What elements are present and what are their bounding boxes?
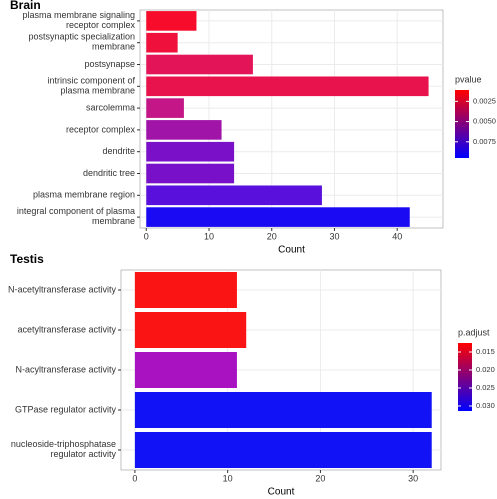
x-axis-title: Count	[278, 245, 305, 256]
y-tick-label: N-acetyltransferase activity	[8, 284, 117, 294]
x-tick-label: 10	[204, 231, 214, 241]
colorbar-tick-label: 0.020	[476, 365, 495, 374]
bar	[146, 185, 322, 206]
x-axis-title: Count	[268, 487, 295, 498]
bar	[134, 392, 432, 428]
bar	[146, 207, 410, 227]
colorbar-tick-label: 0.025	[476, 383, 495, 392]
y-tick-label: plasma membrane signaling receptor comple…	[22, 10, 135, 30]
x-tick-label: 0	[144, 231, 149, 241]
colorbar-tick-label: 0.015	[476, 347, 495, 356]
bar	[134, 272, 237, 308]
colorbar-tick-label: 0.0050	[473, 117, 496, 126]
y-tick-label: plasma membrane region	[33, 190, 135, 200]
y-tick-label: dendrite	[102, 146, 135, 156]
x-tick-label: 20	[267, 231, 277, 241]
bar	[134, 432, 432, 468]
colorbar-tick-label: 0.0025	[473, 96, 496, 105]
bar	[134, 312, 247, 348]
legend-title: pvalue	[455, 74, 482, 84]
bar	[146, 120, 222, 140]
bar	[146, 98, 184, 118]
x-tick-label: 40	[392, 231, 402, 241]
chart-title: Brain	[10, 0, 41, 12]
y-tick-label: receptor complex	[66, 124, 136, 134]
legend-title: p.adjust	[458, 327, 490, 337]
y-tick-label: intrinsic component of plasma membrane	[47, 76, 135, 96]
bar	[146, 32, 178, 53]
x-tick-label: 20	[315, 473, 325, 483]
colorbar-tick-label: 0.030	[476, 401, 495, 410]
bar	[134, 352, 237, 388]
bar	[146, 11, 197, 31]
y-tick-label: sarcolemma	[86, 102, 135, 112]
bar	[146, 54, 253, 75]
bar	[146, 141, 235, 162]
bar	[146, 163, 235, 184]
x-tick-label: 0	[132, 473, 137, 483]
y-tick-label: integral component of plasma membrane	[17, 206, 135, 226]
chart-title: Testis	[10, 252, 44, 266]
y-tick-label: postsynapse	[84, 59, 135, 69]
y-tick-label: dendritic tree	[83, 168, 135, 178]
y-tick-label: postsynaptic specialization membrane	[28, 32, 135, 52]
bar	[146, 76, 429, 97]
colorbar	[455, 90, 469, 158]
y-tick-label: acetyltransferase activity	[17, 324, 116, 334]
colorbar-tick-label: 0.0075	[473, 137, 496, 146]
x-tick-label: 30	[408, 473, 418, 483]
y-tick-label: GTPase regulator activity	[15, 404, 117, 414]
x-tick-label: 10	[223, 473, 233, 483]
x-tick-label: 30	[329, 231, 339, 241]
colorbar	[458, 343, 472, 411]
y-tick-label: N-acyltransferase activity	[15, 364, 116, 374]
y-tick-label: nucleoside-triphosphatase regulator activ…	[11, 439, 117, 459]
